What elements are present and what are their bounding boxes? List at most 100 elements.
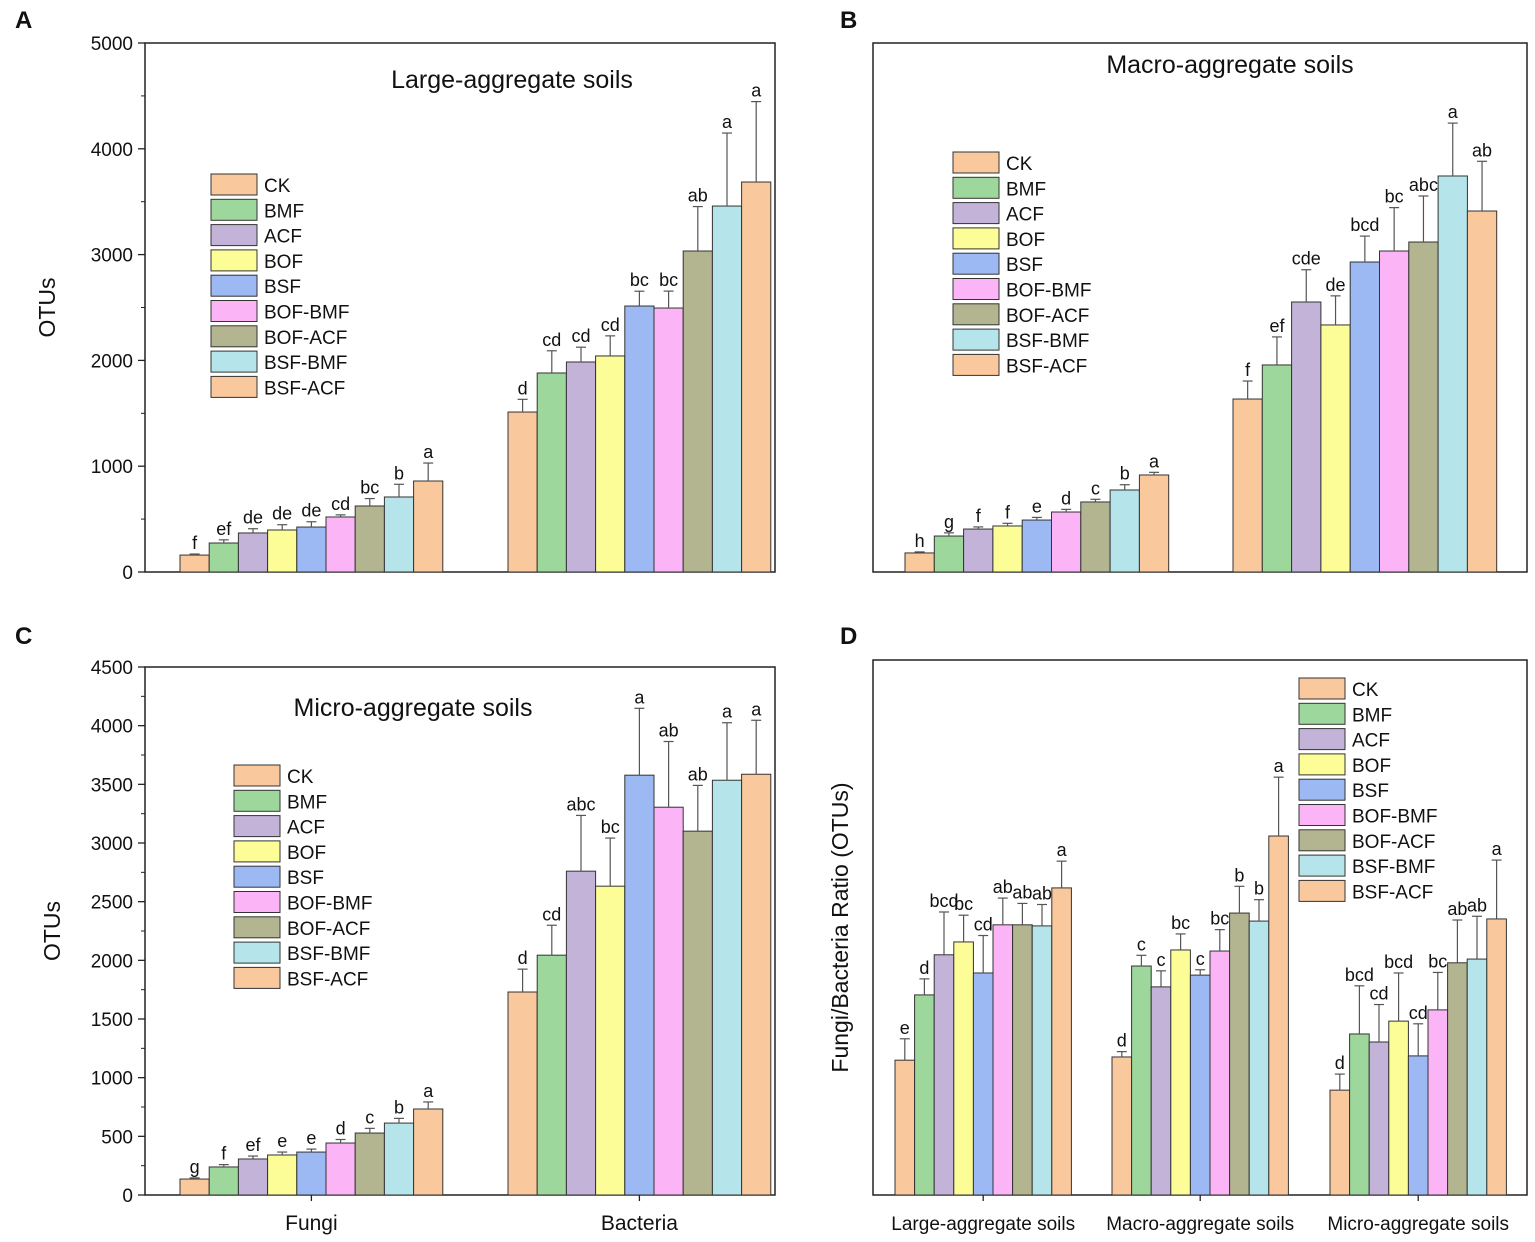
bar-bof-acf	[354, 1132, 385, 1196]
significance-letter: bcd	[1384, 952, 1413, 972]
bar-bsf	[1349, 261, 1380, 573]
bar-bof-acf	[354, 505, 385, 573]
panel-label: D	[840, 623, 857, 650]
bar-acf	[1150, 986, 1172, 1196]
legend-swatch	[952, 252, 1000, 275]
significance-letter: de	[272, 504, 292, 524]
bar-bof	[1320, 324, 1351, 573]
significance-letter: d	[518, 948, 528, 968]
legend-label: ACF	[287, 818, 325, 839]
legend-label: BOF-ACF	[287, 919, 370, 940]
significance-letter: ef	[216, 519, 232, 539]
x-tick-label: Macro-aggregate soils	[1106, 1214, 1294, 1235]
bar-bof-bmf	[653, 806, 684, 1196]
significance-letter: bc	[1428, 951, 1447, 971]
bar-bsf-acf	[741, 181, 772, 573]
bar-bsf	[624, 774, 655, 1196]
significance-letter: cde	[1292, 249, 1321, 269]
legend-label: BSF	[1006, 255, 1043, 276]
bar-bsf-bmf	[711, 779, 743, 1196]
significance-letter: e	[306, 1128, 316, 1148]
significance-letter: a	[751, 699, 762, 719]
significance-letter: a	[1448, 102, 1459, 122]
legend-swatch	[210, 325, 258, 348]
legend-swatch	[233, 966, 281, 989]
significance-letter: e	[1032, 496, 1042, 516]
legend-label: BMF	[1006, 179, 1046, 200]
bar-bof-acf	[1447, 962, 1468, 1196]
significance-letter: bc	[1210, 909, 1229, 929]
bar-bof-bmf	[325, 1142, 356, 1196]
legend-swatch	[210, 173, 258, 196]
significance-letter: a	[1149, 451, 1160, 471]
bar-bof-bmf	[1051, 511, 1082, 573]
y-tick-label: 1500	[91, 1010, 133, 1031]
bar-bof-bmf	[992, 924, 1014, 1196]
legend-label: BSF-ACF	[264, 378, 345, 399]
significance-letter: bc	[659, 270, 678, 290]
bar-bmf	[1131, 965, 1152, 1196]
legend-swatch	[233, 789, 281, 812]
legend-swatch	[952, 176, 1000, 199]
bar-bof-bmf	[1209, 950, 1231, 1196]
significance-letter: d	[1117, 1031, 1127, 1051]
legend-swatch	[952, 278, 1000, 300]
y-tick-label: 1000	[91, 457, 133, 478]
bar-bof	[595, 355, 626, 573]
y-tick-label: 1000	[91, 1069, 133, 1090]
legend-label: BSF-BMF	[1006, 331, 1089, 352]
legend-swatch	[210, 224, 258, 247]
bar-bsf-acf	[1268, 835, 1289, 1196]
bar-bof-acf	[682, 830, 713, 1196]
legend-swatch	[210, 249, 258, 272]
bar-bsf-acf	[1138, 474, 1170, 573]
legend-swatch	[233, 941, 281, 964]
legend-label: ACF	[264, 227, 302, 248]
significance-letter: g	[190, 1157, 200, 1177]
bar-bsf-acf	[413, 480, 444, 573]
significance-letter: bc	[1171, 913, 1190, 933]
bar-bmf	[208, 1166, 239, 1196]
bar-bsf-acf	[1051, 887, 1072, 1196]
legend-label: BOF	[1352, 756, 1391, 777]
bar-acf	[565, 870, 597, 1196]
bar-ck	[904, 552, 935, 573]
significance-letter: c	[1091, 478, 1100, 498]
bar-bsf	[1189, 974, 1211, 1196]
legend-label: BSF-BMF	[264, 353, 347, 374]
significance-letter: h	[915, 531, 925, 551]
legend-swatch	[233, 916, 281, 939]
bar-bsf-bmf	[1437, 175, 1468, 573]
legend-label: BMF	[287, 792, 327, 813]
significance-letter: a	[634, 687, 645, 707]
x-tick-label: Micro-aggregate soils	[1327, 1214, 1509, 1235]
bar-acf	[1291, 301, 1322, 573]
panel-label: B	[840, 7, 857, 34]
legend-swatch	[952, 151, 1000, 174]
legend-swatch	[210, 375, 258, 398]
y-axis-label: Fungi/Bacteria Ratio (OTUs)	[827, 782, 853, 1072]
bar-bof-acf	[1080, 501, 1111, 573]
legend-swatch	[952, 328, 1000, 351]
bar-bmf	[1261, 364, 1293, 573]
significance-letter: bc	[630, 270, 649, 290]
y-tick-label: 2500	[91, 893, 133, 914]
significance-letter: ef	[245, 1135, 261, 1155]
bar-bof-bmf	[1427, 1009, 1449, 1196]
bar-bsf	[624, 305, 655, 573]
y-tick-label: 4500	[91, 658, 133, 679]
legend-label: BSF-ACF	[1006, 356, 1087, 377]
legend-label: CK	[264, 176, 291, 197]
significance-letter: ab	[1447, 899, 1467, 919]
bar-bof-acf	[1012, 924, 1033, 1196]
significance-letter: a	[751, 81, 762, 101]
legend: CK BMF ACF BOF BSF BOF-BMF BOF-ACF BSF-BMF BSF-A…	[210, 173, 350, 399]
chart-title: Micro-aggregate soils	[294, 694, 533, 722]
bar-bsf	[972, 972, 994, 1196]
bar-ck	[507, 991, 538, 1196]
